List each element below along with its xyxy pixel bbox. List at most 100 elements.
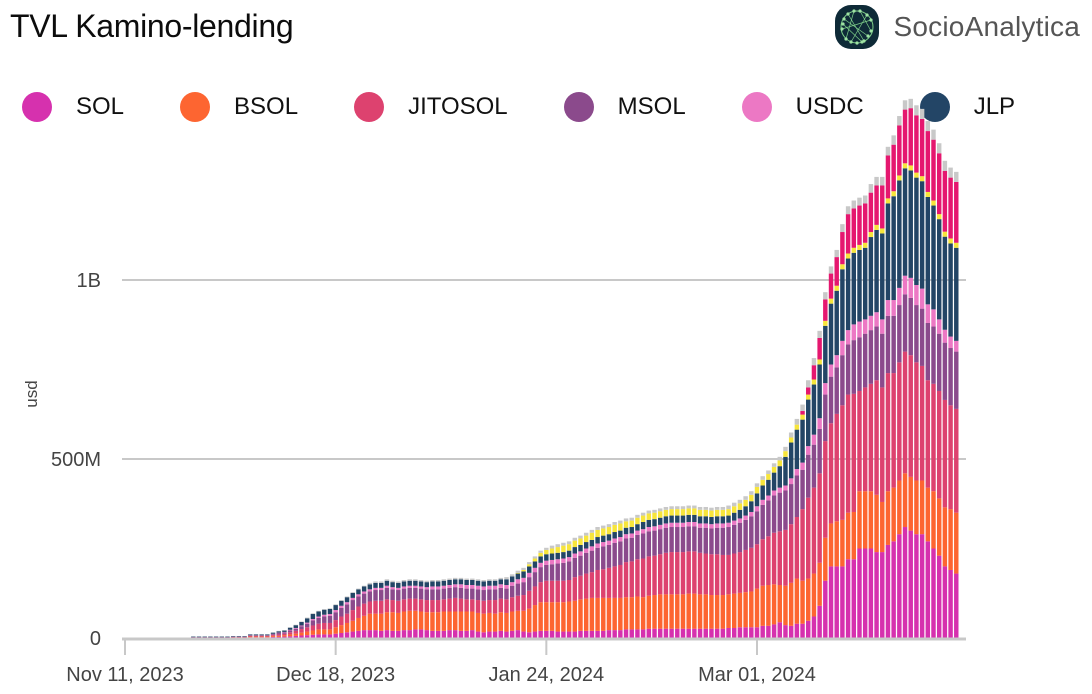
bar-segment-other-yellow- (646, 513, 652, 520)
bar-segment-msol (475, 589, 481, 601)
legend-item-jlp[interactable]: JLP (919, 92, 1015, 122)
legend-item-usdc[interactable]: USDC (741, 92, 864, 122)
legend-item-bsol[interactable]: BSOL (180, 92, 298, 122)
bar-segment-other-gray- (663, 506, 669, 510)
bar-segment-jitosol (356, 606, 361, 618)
bar-segment-jitosol (754, 544, 760, 589)
bar-segment-jlp (572, 547, 578, 554)
bar-segment-jlp (794, 429, 800, 470)
bar-segment-msol (384, 587, 390, 600)
bar-segment-other-yellow- (897, 175, 902, 181)
bar-segment-sol (669, 628, 674, 638)
bar-segment-sol (498, 630, 503, 638)
bar-segment-other-gray- (845, 206, 851, 215)
bar-segment-bsol (680, 594, 686, 629)
bar-segment-jitosol (663, 552, 669, 595)
bar-segment-other-gray- (276, 630, 281, 632)
bar-segment-bsol (487, 612, 492, 632)
bar-segment-other-yellow- (663, 509, 669, 517)
bar-segment-other-yellow- (823, 320, 828, 326)
bar-segment-other-gray- (327, 608, 333, 610)
bar-segment-jlp (447, 580, 452, 586)
bar-segment-sol (322, 634, 327, 638)
bar-segment-bsol (720, 595, 726, 629)
bar-segment-sol (675, 628, 680, 638)
bar-segment-msol (310, 620, 316, 626)
bar-segment-sol (276, 636, 281, 638)
legend-item-jitosol[interactable]: JITOSOL (354, 92, 508, 122)
bar-segment-other-gray- (726, 505, 731, 510)
bar-segment-jitosol (931, 383, 936, 492)
bar-segment-jlp (191, 636, 196, 638)
bar-segment-msol (515, 583, 521, 596)
bar-segment-other-gray- (669, 506, 674, 510)
bar-segment-jitosol (589, 572, 595, 598)
legend-item-sol[interactable]: SOL (22, 92, 124, 122)
bar-segment-jlp (481, 581, 486, 587)
bar-segment-other-yellow- (686, 508, 691, 515)
bar-segment-usdc (612, 538, 617, 543)
bar-segment-usdc (919, 288, 925, 309)
bar-segment-usdc (777, 487, 782, 493)
bar-segment-other-gray- (897, 116, 902, 126)
bar-segment-bsol (618, 597, 623, 631)
bar-segment-other-gray- (732, 502, 737, 507)
legend-label: USDC (795, 93, 864, 120)
bar-segment-bsol (475, 612, 481, 632)
bar-segment-usdc (635, 530, 640, 535)
bar-segment-usdc (339, 605, 344, 608)
bar-segment-jlp (743, 506, 748, 516)
bar-segment-other-gray- (936, 143, 942, 154)
bar-segment-jlp (845, 258, 851, 331)
bar-segment-jitosol (874, 380, 879, 495)
bar-segment-msol (629, 537, 634, 562)
bar-segment-msol (287, 630, 293, 633)
bar-segment-jlp (640, 522, 646, 530)
bar-segment-jitosol (390, 600, 395, 613)
bar-segment-bsol (333, 627, 338, 634)
bar-segment-other-gray- (316, 610, 321, 612)
bar-segment-jitosol (868, 383, 874, 492)
bar-segment-jlp (453, 579, 458, 585)
bar-segment-other-yellow- (714, 509, 720, 517)
bar-segment-jitosol (669, 552, 674, 595)
bar-segment-other-yellow- (834, 285, 839, 291)
bar-segment-sol (333, 633, 338, 638)
bar-segment-sol (424, 630, 429, 638)
bar-segment-sol (361, 630, 367, 638)
bar-segment-bsol (777, 585, 782, 623)
bar-segment-jlp (458, 579, 464, 585)
bar-segment-jitosol (435, 600, 441, 613)
bar-segment-msol (891, 315, 896, 374)
bar-segment-msol (823, 394, 828, 442)
bar-segment-bsol (823, 537, 828, 581)
bar-segment-usdc (720, 523, 726, 528)
bar-segment-bsol (396, 612, 401, 631)
bar-segment-sol (629, 629, 634, 638)
bar-segment-jlp (515, 573, 521, 580)
bar-segment-sol (868, 548, 874, 638)
bar-segment-jitosol (897, 362, 902, 481)
bar-segment-msol (418, 588, 424, 600)
bar-segment-other-gray- (566, 541, 572, 545)
bar-segment-jitosol (578, 575, 583, 600)
bar-segment-bsol (481, 613, 486, 633)
bar-segment-other-gray- (521, 567, 526, 570)
bar-segment-other-yellow- (538, 552, 543, 557)
bar-segment-sol (430, 630, 435, 638)
bar-segment-jitosol (310, 625, 316, 631)
bar-segment-sol (509, 630, 515, 638)
bar-segment-jitosol (817, 473, 822, 563)
bar-segment-bsol (669, 594, 674, 629)
bar-segment-bsol (595, 597, 600, 631)
bar-segment-msol (754, 511, 760, 545)
bar-segment-sol (299, 635, 304, 638)
bar-segment-jlp (430, 581, 435, 587)
legend-item-msol[interactable]: MSOL (563, 92, 686, 122)
bar-segment-usdc (538, 562, 543, 568)
bar-segment-jlp (692, 514, 697, 523)
bar-segment-jlp (942, 236, 948, 330)
bar-segment-usdc (703, 523, 708, 528)
bar-segment-sol (572, 631, 578, 638)
